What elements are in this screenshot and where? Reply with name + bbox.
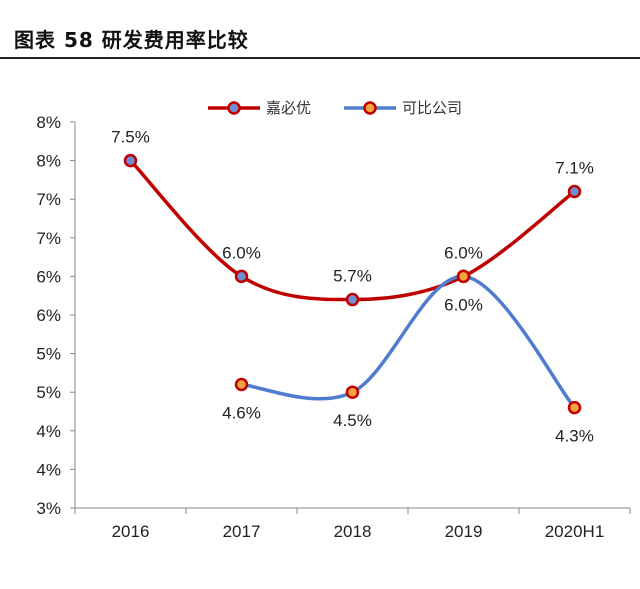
data-label: 7.1% (555, 158, 594, 177)
data-label: 6.0% (444, 243, 483, 262)
x-tick-label: 2020H1 (545, 522, 605, 541)
figure-title: 图表 58 研发费用率比较 (14, 28, 249, 52)
data-label: 5.7% (333, 267, 372, 286)
data-point (123, 153, 138, 168)
y-tick-label: 8% (36, 152, 61, 171)
data-point (567, 184, 582, 199)
legend-label-1: 嘉必优 (266, 99, 311, 117)
y-tick-label: 5% (36, 345, 61, 364)
y-tick-label: 3% (36, 499, 61, 518)
data-point (345, 292, 360, 307)
plot-area: 7.5% 6.0% 5.7% 6.0% 7.1% 4.6% 4.5% 6.0% 4.3% (111, 128, 594, 446)
chart-axes: 3% 4% 4% 5% 5% 6% 6% 7% 7% 8% 8% 2016 2017 2018 2019 20… (36, 113, 631, 541)
x-tick-label: 2017 (223, 522, 261, 541)
data-point (234, 377, 249, 392)
series-line-2 (239, 274, 577, 410)
y-tick-label: 6% (36, 267, 61, 286)
legend-marker-1 (227, 101, 241, 115)
data-label: 7.5% (111, 128, 150, 147)
y-tick-label: 4% (36, 422, 61, 441)
y-tick-label: 7% (36, 190, 61, 209)
x-tick-label: 2019 (445, 522, 483, 541)
data-point (567, 400, 582, 415)
x-tick-label: 2016 (112, 522, 150, 541)
data-label: 4.5% (333, 411, 372, 430)
data-label: 6.0% (444, 295, 483, 314)
y-tick-label: 8% (36, 113, 61, 132)
figure-header: 图表 58 研发费用率比较 (0, 0, 640, 59)
data-label: 4.6% (222, 403, 261, 422)
data-point (345, 385, 360, 399)
y-tick-label: 6% (36, 306, 61, 325)
data-point (234, 269, 249, 284)
legend-marker-2 (363, 101, 377, 115)
data-label: 4.3% (555, 427, 594, 446)
legend-label-2: 可比公司 (402, 99, 462, 117)
y-tick-label: 7% (36, 229, 61, 248)
chart-legend: 嘉必优 可比公司 (208, 99, 462, 117)
data-label: 6.0% (222, 243, 261, 262)
y-tick-label: 4% (36, 460, 61, 479)
data-point (456, 269, 471, 284)
title-divider (0, 57, 640, 59)
x-tick-label: 2018 (334, 522, 372, 541)
y-tick-label: 5% (36, 383, 61, 402)
